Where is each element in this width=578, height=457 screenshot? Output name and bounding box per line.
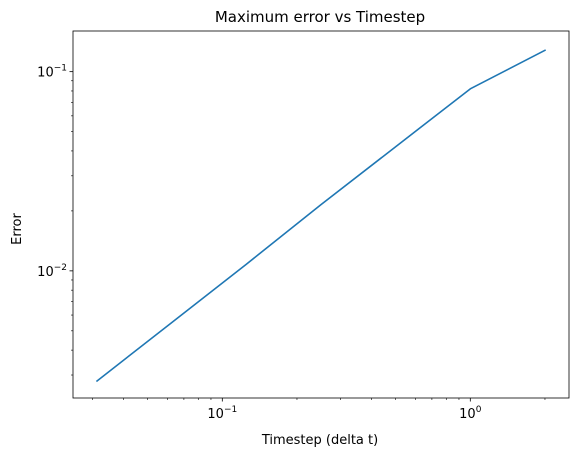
y-axis-label: Error bbox=[10, 213, 25, 245]
plot-area bbox=[72, 30, 570, 399]
y-axis-ticks: 10−2 10−1 bbox=[37, 64, 73, 376]
x-axis-label: Timestep (delta t) bbox=[261, 433, 378, 448]
x-tick-label: 100 bbox=[459, 405, 482, 422]
series-line-0 bbox=[95, 49, 547, 383]
y-tick-label: 10−1 bbox=[37, 64, 67, 81]
axes-frame bbox=[72, 30, 570, 399]
y-tick-label: 10−2 bbox=[37, 263, 67, 280]
x-axis-ticks: 10−1 100 bbox=[92, 398, 546, 422]
x-tick-label: 10−1 bbox=[207, 405, 237, 422]
series-layer bbox=[95, 49, 547, 383]
chart-title: Maximum error vs Timestep bbox=[215, 8, 425, 26]
